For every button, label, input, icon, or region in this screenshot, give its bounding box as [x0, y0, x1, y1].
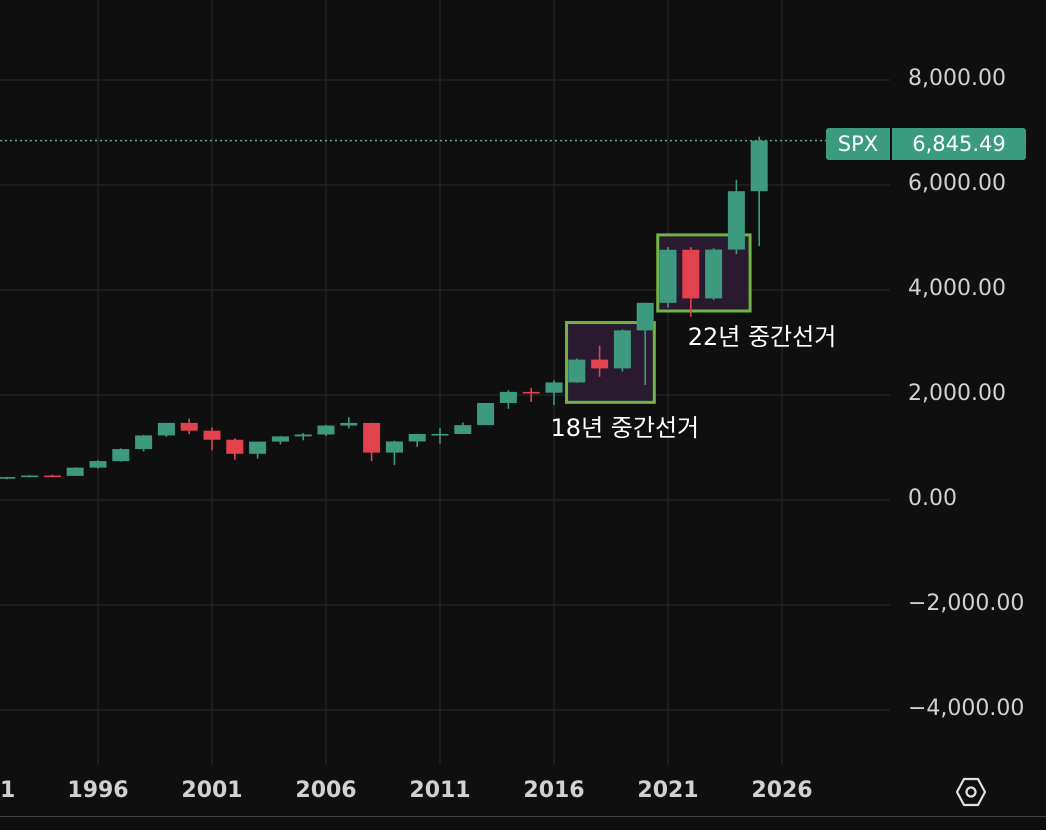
candle — [0, 476, 16, 480]
candle — [385, 440, 403, 465]
candle-body — [0, 477, 16, 479]
candle — [317, 424, 335, 437]
candle-body — [66, 467, 84, 476]
candle — [568, 358, 586, 383]
y-tick-label: −2,000.00 — [908, 591, 1025, 616]
candle-body — [271, 436, 289, 442]
candle-body — [135, 435, 153, 450]
candle-body — [294, 434, 312, 437]
candle-body — [408, 433, 426, 442]
candle — [659, 247, 677, 308]
candle-body — [363, 422, 381, 453]
candle — [89, 460, 107, 469]
x-tick-label: 2006 — [295, 778, 357, 803]
candle — [340, 417, 358, 429]
candle — [727, 179, 745, 255]
candle — [408, 433, 426, 447]
candle — [705, 248, 723, 301]
candle — [613, 329, 631, 372]
y-tick-label: 4,000.00 — [908, 276, 1006, 301]
candle — [180, 418, 198, 435]
candle-body — [203, 430, 221, 440]
candle-body — [659, 249, 677, 303]
candle-body — [477, 402, 495, 426]
candle — [271, 436, 289, 445]
last-price-badge: 6,845.49 — [892, 128, 1026, 160]
x-tick-label: 2001 — [181, 778, 243, 803]
candle-body — [43, 475, 61, 478]
candle-body — [249, 441, 267, 454]
settings-icon[interactable] — [955, 776, 987, 808]
x-tick-label: 2021 — [637, 778, 699, 803]
candle — [591, 345, 609, 377]
y-tick-label: 2,000.00 — [908, 381, 1006, 406]
candles — [0, 136, 768, 480]
symbol-badge: SPX — [826, 128, 890, 160]
candle-body — [682, 249, 700, 299]
candle-body — [180, 422, 198, 431]
candle — [66, 467, 84, 477]
candle-body — [545, 382, 563, 393]
candle — [431, 428, 449, 444]
y-tick-label: 8,000.00 — [908, 66, 1006, 91]
y-tick-label: −4,000.00 — [908, 696, 1025, 721]
candle-body — [727, 191, 745, 250]
candle-body — [454, 425, 472, 434]
candle — [682, 247, 700, 317]
candle — [249, 441, 267, 459]
candle-body — [340, 422, 358, 426]
candle — [135, 434, 153, 452]
candle-body — [705, 249, 723, 299]
candle — [750, 136, 768, 247]
candle — [363, 422, 381, 462]
candle-body — [431, 433, 449, 436]
annotation-label: 18년 중간선거 — [550, 414, 700, 443]
candle-body — [112, 449, 130, 462]
y-tick-label: 0.00 — [908, 486, 957, 511]
candle — [636, 302, 654, 385]
candle — [499, 390, 517, 409]
x-tick-label: 1 — [0, 778, 16, 803]
candle — [112, 448, 130, 462]
candle-body — [385, 441, 403, 453]
candle — [545, 380, 563, 405]
candle — [226, 438, 244, 460]
x-tick-label: 2011 — [409, 778, 471, 803]
candle-body — [89, 461, 107, 468]
candle-body — [226, 439, 244, 454]
candle — [203, 427, 221, 451]
candle-body — [499, 391, 517, 403]
y-tick-label: 6,000.00 — [908, 171, 1006, 196]
candle-body — [317, 425, 335, 435]
candle — [43, 474, 61, 478]
candle-body — [21, 475, 39, 478]
candle — [157, 422, 175, 437]
candle-body — [568, 359, 586, 383]
candle — [21, 475, 39, 478]
bottom-border — [0, 816, 1046, 817]
x-tick-label: 1996 — [67, 778, 129, 803]
candle — [454, 422, 472, 434]
candle-body — [636, 302, 654, 331]
candle-body — [157, 422, 175, 436]
candle-body — [750, 140, 768, 192]
candle — [477, 402, 495, 426]
grid-lines — [0, 0, 890, 765]
candle — [294, 433, 312, 441]
candle-body — [591, 359, 609, 369]
candle — [522, 387, 540, 402]
candle-body — [613, 330, 631, 369]
annotation-label: 22년 중간선거 — [687, 323, 837, 351]
x-tick-label: 2016 — [523, 778, 585, 803]
annotation-boxes — [565, 233, 752, 404]
x-tick-label: 2026 — [751, 778, 813, 803]
candle-body — [522, 391, 540, 394]
